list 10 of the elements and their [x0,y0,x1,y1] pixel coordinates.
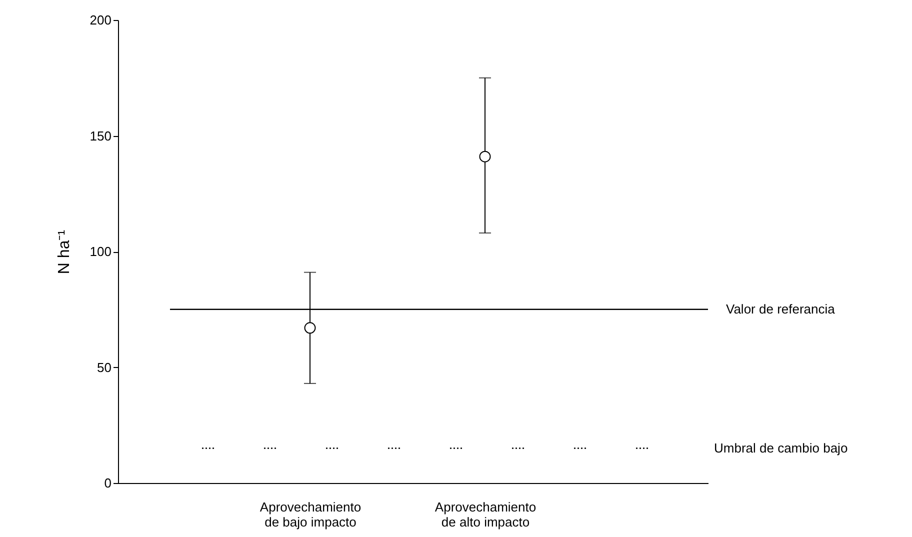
y-tick-label: 0 [104,476,112,490]
x-tick-label: Aprovechamiento de bajo impacto [260,500,362,530]
ref-line-label: Umbral de cambio bajo [714,440,848,456]
y-tick-label: 100 [90,244,112,259]
y-axis-title: N ha⁻¹ [56,230,73,274]
x-tick-label: Aprovechamiento de alto impacto [434,500,536,530]
ref-line-label: Valor de referancia [726,301,836,316]
y-tick-label: 150 [90,128,112,144]
y-tick-label: 200 [90,12,112,28]
y-tick-label: 50 [97,360,112,375]
